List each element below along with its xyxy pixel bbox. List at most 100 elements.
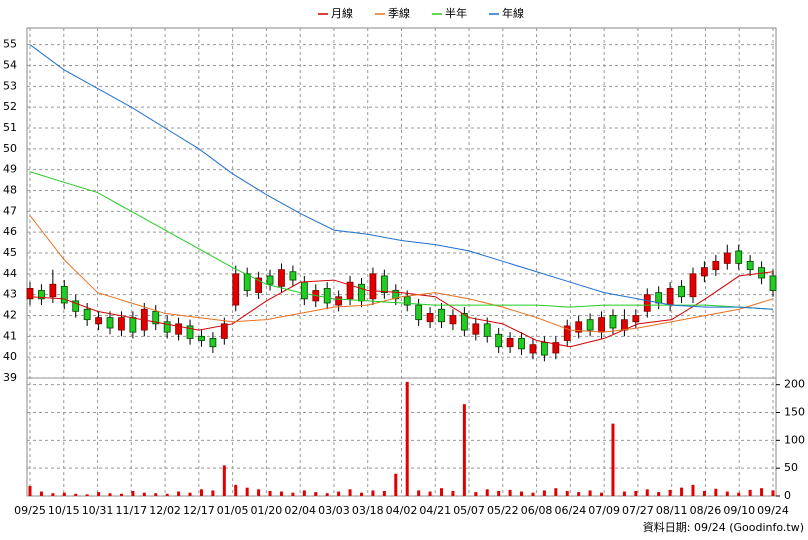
volume-bar [131,490,135,496]
y-tick-label: 54 [3,59,17,72]
volume-bar [119,493,123,496]
x-tick-label: 08/11 [656,504,688,517]
y-tick-label: 53 [3,79,17,92]
x-tick-label: 05/07 [453,504,485,517]
candle-body [678,285,685,298]
x-tick-label: 08/26 [690,504,722,517]
x-tick-label: 04/21 [419,504,451,517]
y-tick-label: 42 [3,309,17,322]
candle-body [95,317,102,325]
candle-body [735,250,743,264]
candle-body [232,273,240,306]
candle-body [300,281,308,300]
candle-body [598,317,605,333]
volume-bar [234,484,238,496]
x-tick-label: 07/09 [588,504,620,517]
volume-bar [142,492,146,496]
y-tick-label: 41 [3,329,17,342]
y-tick-label: 49 [3,163,17,176]
volume-bar [314,492,318,496]
volume-bar [302,490,306,496]
y-tick-label: 44 [3,267,17,280]
x-tick-label: 12/02 [149,504,181,517]
y-tick-label: 51 [3,121,17,134]
y-tick-label: 50 [3,142,17,155]
volume-bar [382,490,386,496]
candle-body [506,338,514,348]
y2-tick-label: 150 [784,406,805,419]
candle-body [723,252,731,264]
volume-bar [405,381,409,496]
candle-body [186,325,194,339]
volume-bar [588,490,592,496]
candle-body [392,290,400,300]
candle-body [266,275,274,285]
volume-bar [485,489,489,496]
candle-body [346,281,354,300]
volume-bar [531,492,535,496]
y-tick-label: 46 [3,225,17,238]
candle-body [586,319,594,331]
candle-body [701,267,708,277]
x-tick-label: 03/03 [318,504,350,517]
candle-body [632,315,640,323]
x-tick-label: 09/10 [723,504,755,517]
legend-label: 半年 [445,6,467,20]
candle-body [49,283,57,298]
candle-body [60,285,68,304]
volume-bar [440,488,444,496]
candle-body [460,313,468,331]
volume-bar [154,493,158,496]
candle-body [278,269,285,287]
x-tick-label: 10/31 [82,504,114,517]
volume-bar [760,488,764,496]
volume-bar [165,493,169,496]
candle-body [438,308,445,323]
volume-bar [497,490,501,496]
x-tick-label: 01/20 [251,504,283,517]
candle-body [483,323,491,337]
y2-tick-label: 200 [784,378,805,391]
x-tick-label: 07/27 [622,504,654,517]
candle-body [369,273,377,300]
volume-bar [337,491,341,496]
candle-body [255,277,263,293]
volume-bar [645,489,649,496]
volume-bar [62,492,66,496]
y2-tick-label: 50 [784,461,798,474]
volume-bar [714,488,718,496]
x-tick-label: 01/05 [217,504,249,517]
candle-body [175,323,183,335]
candle-body [643,294,651,312]
volume-bar [359,492,363,496]
candle-body [380,275,388,293]
candle-body [129,317,137,333]
volume-bar [462,404,466,496]
volume-bar [222,465,226,496]
volume-bar [279,491,283,496]
y2-tick-label: 0 [784,489,791,502]
x-tick-label: 03/18 [352,504,384,517]
y-tick-label: 55 [3,38,17,51]
volume-bar [702,490,706,496]
candle-body [746,260,754,271]
volume-bar [371,490,375,496]
volume-bar [737,492,741,496]
x-tick-label: 06/24 [555,504,587,517]
candle-body [220,323,228,339]
candle-body [529,344,537,354]
volume-bar [28,485,32,496]
y-tick-label: 40 [3,350,17,363]
volume-bar [680,487,684,496]
y-tick-label: 45 [3,246,17,259]
candle-body [243,273,251,291]
volume-bar [199,489,203,496]
candle-body [518,338,525,350]
ma-line [29,271,774,348]
candle-body [106,317,114,329]
candle-body [472,323,480,335]
ma-line [29,171,774,310]
x-tick-label: 05/22 [487,504,519,517]
y2-tick-label: 100 [784,433,805,446]
